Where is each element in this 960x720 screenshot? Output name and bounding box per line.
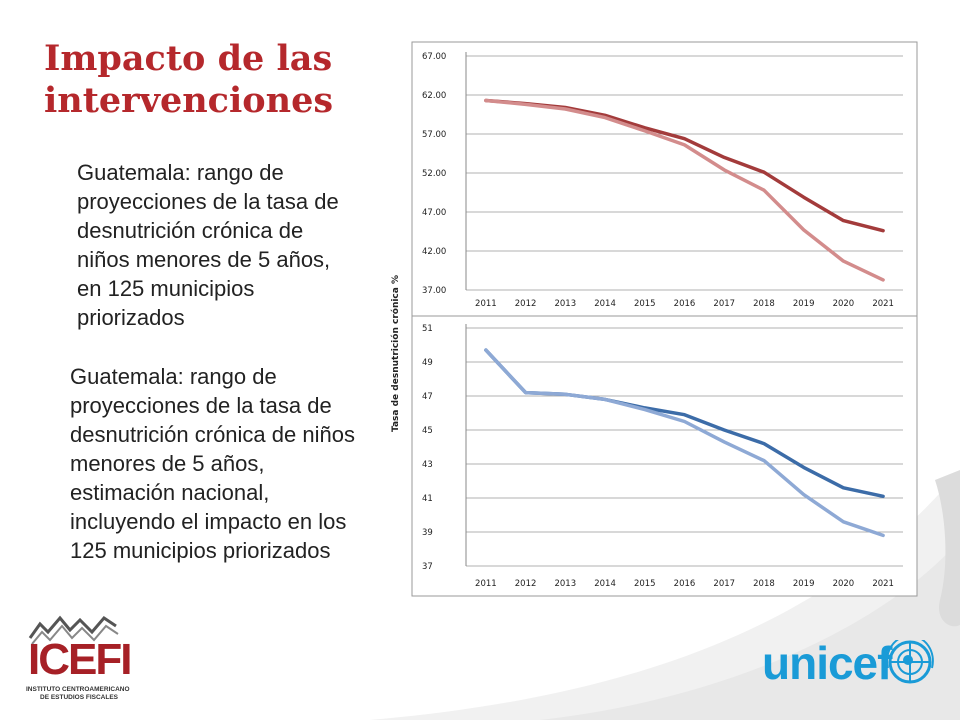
y-tick-label: 39 <box>422 528 433 538</box>
chart-description-bottom: Guatemala: rango de proyecciones de la t… <box>70 364 355 563</box>
y-tick-label: 37.00 <box>422 286 446 296</box>
unicef-logo-text: unicef <box>762 637 892 689</box>
x-tick-label: 2016 <box>674 299 696 309</box>
y-axis-label: Tasa de desnutrición crónica % <box>391 275 401 432</box>
chart-frame <box>411 315 918 597</box>
x-tick-label: 2018 <box>753 579 775 589</box>
x-tick-label: 2015 <box>634 299 656 309</box>
x-tick-label: 2012 <box>515 299 537 309</box>
x-tick-label: 2011 <box>475 579 497 589</box>
y-tick-label: 51 <box>422 324 433 334</box>
y-tick-label: 45 <box>422 426 433 436</box>
y-tick-label: 37 <box>422 562 433 572</box>
icefi-logo-icon <box>28 615 119 645</box>
x-tick-label: 2020 <box>833 299 855 309</box>
series-line-2 <box>484 98 885 282</box>
x-tick-label: 2019 <box>793 299 815 309</box>
x-tick-label: 2020 <box>833 579 855 589</box>
y-tick-label: 47 <box>422 392 433 402</box>
y-tick-label: 67.00 <box>422 52 446 62</box>
y-tick-label: 42.00 <box>422 247 446 257</box>
series-line-2 <box>484 348 885 538</box>
icefi-subtitle-line1: INSTITUTO CENTROAMERICANO <box>26 686 130 693</box>
x-tick-label: 2021 <box>872 299 894 309</box>
x-tick-label: 2019 <box>793 579 815 589</box>
icefi-logo-text: ICEFI <box>28 635 132 684</box>
y-tick-label: 57.00 <box>422 130 446 140</box>
y-tick-label: 49 <box>422 358 433 368</box>
x-tick-label: 2018 <box>753 299 775 309</box>
icefi-subtitle-line2: DE ESTUDIOS FISCALES <box>40 694 119 701</box>
chart-bottom: 37 39 41 43 45 47 49 51 2011 2012 2013 2014 2015 2016… <box>411 315 918 597</box>
x-tick-label: 2012 <box>515 579 537 589</box>
x-tick-label: 2017 <box>713 299 735 309</box>
x-tick-label: 2013 <box>554 299 576 309</box>
y-tick-label: 62.00 <box>422 91 446 101</box>
unicef-globe-icon <box>886 640 934 684</box>
x-tick-label: 2011 <box>475 299 497 309</box>
y-tick-label: 41 <box>422 494 433 504</box>
x-tick-label: 2017 <box>713 579 735 589</box>
y-tick-label: 43 <box>422 460 433 470</box>
x-tick-label: 2014 <box>594 579 616 589</box>
x-tick-label: 2013 <box>554 579 576 589</box>
x-tick-label: 2021 <box>872 579 894 589</box>
chart-description-top: Guatemala: rango de proyecciones de la t… <box>77 160 339 330</box>
x-tick-label: 2014 <box>594 299 616 309</box>
page-title: Impacto de las intervenciones <box>44 38 334 121</box>
x-tick-label: 2016 <box>674 579 696 589</box>
y-tick-label: 47.00 <box>422 208 446 218</box>
chart-frame <box>411 41 918 317</box>
chart-top: 37.00 42.00 47.00 52.00 57.00 62.00 67.00 2011 2… <box>411 41 918 317</box>
y-tick-label: 52.00 <box>422 169 446 179</box>
x-tick-label: 2015 <box>634 579 656 589</box>
